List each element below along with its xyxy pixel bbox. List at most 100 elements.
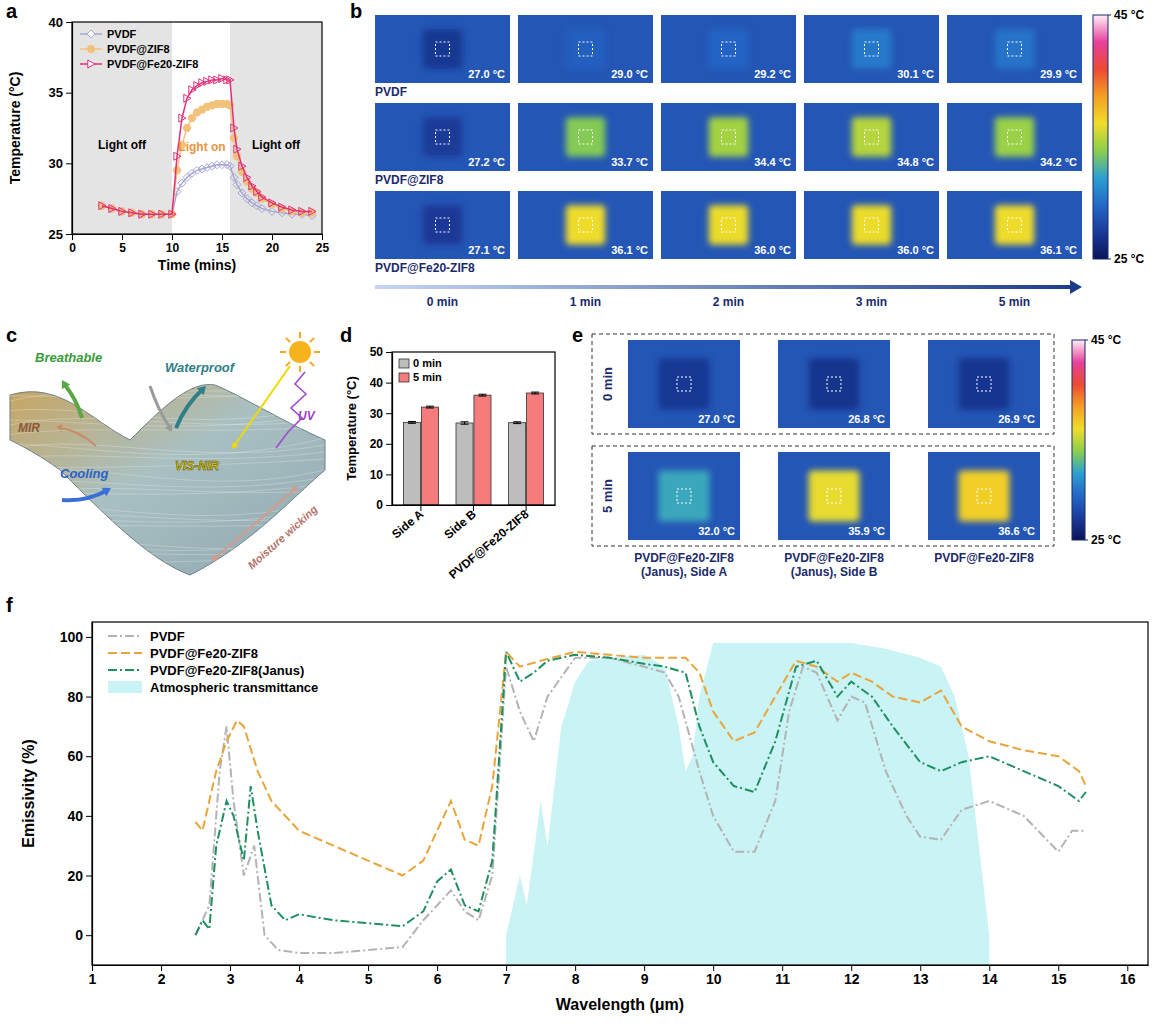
column-label: PVDF@Fe20-ZIF8 xyxy=(934,551,1034,565)
thermal-image: 33.7 °C xyxy=(518,103,653,171)
error-bar xyxy=(461,422,469,424)
plot-frame xyxy=(392,352,555,505)
thermal-image: 36.0 °C xyxy=(661,191,796,259)
schematic-label: UV xyxy=(298,409,316,423)
temperature-label: 33.7 °C xyxy=(611,156,648,168)
marker xyxy=(169,210,176,218)
legend-label: PVDF@Fe20-ZIF8(Janus) xyxy=(150,663,304,678)
tick-label: 20 xyxy=(370,437,384,451)
panel-f: 12345678910111213141516020406080100Wavel… xyxy=(20,622,1149,1013)
marker xyxy=(239,162,246,170)
marker xyxy=(227,76,234,84)
thermal-image: 36.1 °C xyxy=(947,191,1082,259)
tick-label: 15 xyxy=(216,241,230,255)
tick-label: 40 xyxy=(67,808,83,824)
arrow-shaft xyxy=(176,389,203,428)
column-label: 5 min xyxy=(999,295,1030,309)
heated-sample xyxy=(423,29,462,68)
arrow-shaft xyxy=(62,490,108,500)
tick-label: 0 xyxy=(75,927,83,943)
temperature-label: 29.9 °C xyxy=(1040,68,1077,80)
heated-sample xyxy=(808,470,859,521)
column-label-line: (Janus), Side B xyxy=(791,565,878,579)
arrow-shaft xyxy=(234,366,290,446)
tick: PVDF@Fe20-ZIF8 xyxy=(446,505,532,582)
sun-ray xyxy=(310,338,314,342)
thermal-image: 35.9 °C xyxy=(778,452,890,540)
tick: 40 xyxy=(67,808,92,824)
fiber xyxy=(0,434,340,455)
column-label: PVDF@Fe20-ZIF8(Janus), Side B xyxy=(784,551,884,579)
tick: 50 xyxy=(370,345,392,359)
schematic-label: MIR xyxy=(18,421,40,435)
legend-entry: PVDF xyxy=(80,28,137,40)
panel-b: 27.0 °C29.0 °C29.2 °C30.1 °C29.9 °CPVDF2… xyxy=(375,8,1144,309)
tick-mark xyxy=(66,163,72,164)
marker xyxy=(219,75,226,83)
tick: 10 xyxy=(166,234,180,255)
image-background xyxy=(947,15,1082,83)
heated-sample xyxy=(808,358,859,409)
panel-letter: e xyxy=(572,324,583,346)
tick-mark xyxy=(322,234,323,240)
tick-mark xyxy=(386,383,392,384)
error-bar xyxy=(513,422,521,424)
fiber xyxy=(0,458,340,468)
marker xyxy=(248,199,256,207)
fiber xyxy=(0,554,340,564)
column-label-line: PVDF@Fe20-ZIF8 xyxy=(934,551,1034,565)
image-background xyxy=(518,103,653,171)
legend-label: PVDF@Fe20-ZIF8 xyxy=(107,58,198,70)
legend-entry: PVDF xyxy=(108,629,185,644)
tick: 20 xyxy=(67,868,92,884)
tick-mark xyxy=(86,935,92,936)
sun-icon xyxy=(280,332,320,372)
tick: 10 xyxy=(706,965,722,987)
tick: 40 xyxy=(49,15,72,30)
panel-d: Side ASide BPVDF@Fe20-ZIF801020304050Tem… xyxy=(344,345,556,581)
series-line xyxy=(102,165,312,216)
time-arrow xyxy=(375,280,1082,294)
measure-box xyxy=(579,130,593,144)
temperature-label: 29.2 °C xyxy=(754,68,791,80)
tick-mark xyxy=(222,234,223,240)
y-axis-title: Emissivity (%) xyxy=(20,739,37,847)
panel-c: BreathableWaterproofUVMIRCoolingVIS-NIRM… xyxy=(0,332,340,583)
row-label: PVDF@ZIF8 xyxy=(375,173,444,187)
arrow-shaft xyxy=(150,386,170,428)
thermal-image: 27.0 °C xyxy=(375,15,510,83)
tick-label: Side A xyxy=(389,507,427,542)
tick-label: 0 xyxy=(376,498,383,512)
tick-label: 100 xyxy=(60,629,84,645)
image-background xyxy=(518,191,653,259)
measure-box xyxy=(579,42,593,56)
schematic-label: Waterproof xyxy=(165,360,236,375)
tick-mark xyxy=(66,22,72,23)
sun-ray xyxy=(314,351,320,353)
tick-label: 13 xyxy=(913,971,929,987)
tick-label: 30 xyxy=(370,407,384,421)
marker xyxy=(199,79,206,87)
bar xyxy=(456,423,473,505)
tick-label: 15 xyxy=(1051,971,1067,987)
fiber xyxy=(0,562,340,577)
marker xyxy=(279,203,286,211)
tick: 6 xyxy=(434,965,442,987)
plot-frame xyxy=(92,622,1148,965)
sun-disc xyxy=(289,341,311,363)
marker xyxy=(204,77,211,85)
marker xyxy=(209,76,216,84)
legend-entry: PVDF@Fe20-ZIF8 xyxy=(80,58,198,70)
tick: 100 xyxy=(60,629,92,645)
panel-e: 0 min27.0 °C26.8 °C26.9 °C5 min32.0 °C35… xyxy=(592,333,1121,579)
temperature-label: 36.1 °C xyxy=(1040,244,1077,256)
thermal-image: 26.8 °C xyxy=(778,340,890,428)
tick-mark xyxy=(86,756,92,757)
thermal-image: 27.0 °C xyxy=(628,340,740,428)
heated-sample xyxy=(852,29,891,68)
heated-sample xyxy=(995,29,1034,68)
tick: 7 xyxy=(503,965,511,987)
tick-label: 2 xyxy=(158,971,166,987)
legend-label: 5 min xyxy=(413,371,442,383)
fiber xyxy=(0,450,340,460)
